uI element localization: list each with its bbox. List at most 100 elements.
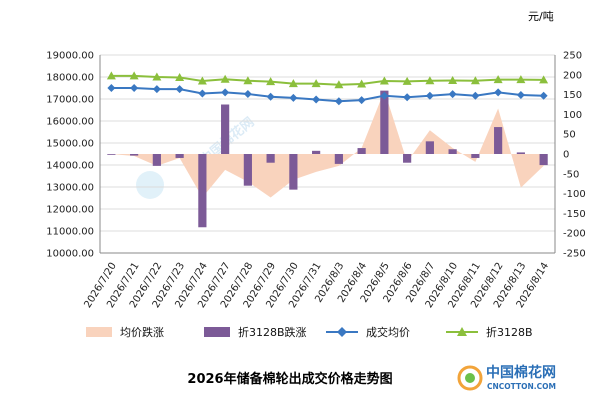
left-axis-tick-label: 13000.00 (46, 183, 94, 194)
point-avg-price (334, 97, 343, 106)
right-axis-tick-label: 0 (563, 150, 569, 161)
bar-series-layer (107, 90, 548, 228)
point-avg-price (152, 85, 161, 94)
legend-swatch-price-change (86, 327, 112, 337)
point-3128b (379, 76, 389, 85)
legend-label-3128b-change: 折3128B跌涨 (238, 325, 307, 339)
legend-label-price-change: 均价跌涨 (120, 325, 164, 339)
left-axis-tick-label: 10000.00 (46, 249, 94, 260)
line-series-layer (106, 71, 549, 106)
bar-3128b-change (175, 154, 184, 158)
left-axis-tick-label: 14000.00 (46, 161, 94, 172)
right-axis-tick-label: 150 (563, 90, 582, 101)
left-axis-tick-label: 17000.00 (46, 95, 94, 106)
point-3128b (493, 75, 503, 84)
bar-3128b-change (334, 154, 343, 164)
left-axis-tick-label: 16000.00 (46, 117, 94, 128)
point-3128b (516, 75, 526, 84)
point-3128b (539, 75, 549, 84)
right-axis-tick-label: -150 (563, 209, 586, 220)
bar-3128b-change (289, 154, 298, 190)
legend-label-3128b: 折3128B (486, 325, 533, 339)
right-axis-tick-label: -50 (563, 169, 579, 180)
point-avg-price (243, 89, 252, 98)
point-3128b (175, 72, 185, 81)
bar-3128b-change (539, 154, 548, 166)
right-axis-tick-label: 100 (563, 110, 582, 121)
point-avg-price (289, 93, 298, 102)
right-axis-tick-label: 200 (563, 70, 582, 81)
bar-3128b-change (312, 150, 321, 154)
right-axis-tick-label: -100 (563, 189, 586, 200)
bar-3128b-change (403, 154, 412, 163)
point-avg-price (357, 96, 366, 105)
point-3128b (243, 76, 253, 85)
point-avg-price (198, 89, 207, 98)
point-avg-price (107, 84, 116, 92)
point-3128b (448, 76, 458, 85)
right-axis-tick-label: 50 (563, 130, 576, 141)
point-avg-price (130, 84, 139, 92)
area-series-price-change (111, 90, 544, 198)
bar-3128b-change (380, 90, 389, 154)
bar-3128b-change (471, 154, 480, 158)
point-3128b (402, 76, 412, 85)
right-axis-tick-label: -250 (563, 249, 586, 260)
legend-marker-avg-price (337, 327, 347, 337)
chart-title: 2026年储备棉轮出成交价格走势图 (187, 371, 392, 387)
left-axis-tick-label: 15000.00 (46, 139, 94, 150)
watermark-logo (136, 171, 164, 199)
line-3128b (111, 74, 544, 86)
point-avg-price (380, 91, 389, 100)
point-3128b (266, 77, 276, 86)
bar-3128b-change (425, 141, 434, 154)
bar-3128b-change (494, 127, 503, 154)
point-3128b (288, 79, 298, 88)
bar-3128b-change (198, 154, 207, 228)
legend-label-avg-price: 成交均价 (366, 325, 410, 339)
legend-swatch-3128b-change (204, 327, 230, 337)
point-avg-price (516, 91, 525, 100)
point-avg-price (425, 91, 434, 100)
line-avg-price (111, 87, 544, 103)
brand-logo-icon (457, 365, 483, 391)
bar-3128b-change (516, 152, 525, 154)
left-axis-tick-label: 18000.00 (46, 73, 94, 84)
brand-logo-center (465, 373, 475, 383)
left-axis-tick-label: 11000.00 (46, 227, 94, 238)
bar-3128b-change (266, 154, 275, 163)
area-series-layer (111, 90, 544, 198)
point-3128b (425, 76, 435, 85)
point-avg-price (266, 92, 275, 101)
right-axis-tick-label: -200 (563, 229, 586, 240)
point-avg-price (471, 91, 480, 100)
point-avg-price (494, 88, 503, 97)
right-axis-tick-label: 250 (563, 51, 582, 62)
axes-layer: 10000.00 11000.00 12000.00 13000.00 14000.00… (46, 51, 585, 311)
point-3128b (357, 79, 367, 88)
point-3128b (106, 71, 116, 80)
bar-3128b-change (152, 154, 161, 166)
legend: 均价跌涨 折3128B跌涨 成交均价 折3128B (86, 325, 533, 339)
brand-logo: 中国棉花网 CNCOTTON.COM (457, 364, 556, 391)
point-3128b (197, 76, 207, 85)
point-3128b (334, 80, 344, 89)
left-axis-tick-label: 12000.00 (46, 205, 94, 216)
point-avg-price (403, 93, 412, 102)
point-3128b (220, 74, 230, 83)
brand-url: CNCOTTON.COM (487, 382, 556, 391)
bar-3128b-change (107, 154, 116, 155)
point-3128b (470, 76, 480, 85)
point-3128b (129, 71, 139, 80)
brand-name: 中国棉花网 (486, 364, 556, 381)
point-avg-price (539, 91, 548, 100)
point-avg-price (221, 88, 230, 97)
bar-3128b-change (448, 149, 457, 154)
point-3128b (311, 79, 321, 88)
point-avg-price (312, 95, 321, 104)
bar-3128b-change (221, 104, 230, 154)
point-avg-price (175, 85, 184, 94)
right-axis-unit: 元/吨 (528, 10, 554, 23)
